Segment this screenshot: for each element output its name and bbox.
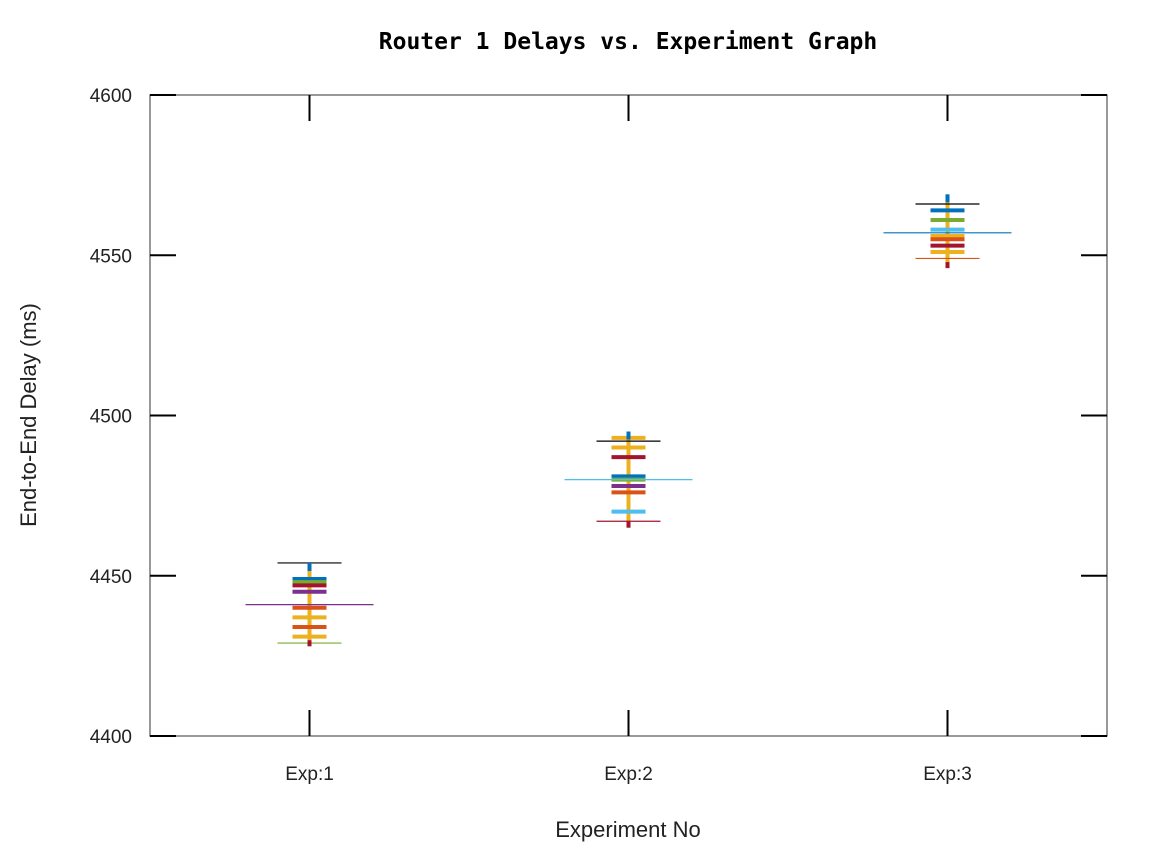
y-tick-label: 4450 [90, 567, 132, 588]
data-marks [245, 194, 1012, 647]
x-tick-label: Exp:1 [285, 764, 334, 785]
x-axis: Exp:1 Exp:2 Exp:3 [285, 95, 972, 785]
y-tick-label: 4400 [90, 727, 132, 748]
plot-frame [149, 94, 1108, 737]
group-2 [564, 431, 693, 528]
y-axis: 4400 4450 4500 4550 4600 [90, 86, 1107, 748]
y-tick-label: 4500 [90, 407, 132, 428]
plot-area [149, 94, 1108, 737]
y-tick-label: 4600 [90, 86, 132, 107]
group-1 [245, 562, 374, 647]
chart-title: Router 1 Delays vs. Experiment Graph [379, 29, 878, 55]
y-axis-label: End-to-End Delay (ms) [16, 303, 41, 527]
x-tick-label: Exp:3 [923, 764, 972, 785]
y-tick-label: 4550 [90, 246, 132, 267]
x-tick-label: Exp:2 [604, 764, 653, 785]
group-3 [883, 194, 1012, 269]
x-axis-label: Experiment No [555, 817, 701, 842]
